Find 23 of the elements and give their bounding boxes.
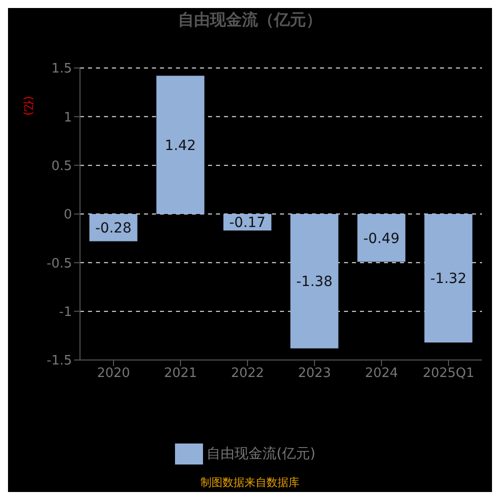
data-label: -0.49 bbox=[363, 230, 400, 247]
y-tick-label: 0.5 bbox=[51, 158, 72, 174]
text: 制图数据来自数据库 bbox=[200, 475, 300, 490]
chart-title: 自由现金流（亿元） bbox=[177, 10, 323, 31]
y-axis-title: (亿) bbox=[21, 96, 36, 116]
data-label: 1.42 bbox=[164, 138, 196, 154]
x-tick-label: 2023 bbox=[298, 366, 332, 382]
y-tick-label: 0 bbox=[64, 208, 72, 223]
x-tick-label: 2020 bbox=[96, 366, 130, 382]
x-tick-label: 2025Q1 bbox=[422, 366, 474, 382]
y-tick-label: 1.5 bbox=[51, 62, 72, 77]
y-tick-label: -1 bbox=[59, 304, 72, 320]
data-label: -0.28 bbox=[95, 220, 132, 237]
x-tick-label: 2021 bbox=[164, 366, 198, 382]
x-tick-label: 2024 bbox=[364, 366, 398, 382]
x-tick-label: 2022 bbox=[230, 366, 264, 382]
y-tick-label: -1.5 bbox=[46, 354, 72, 369]
legend-label: 自由现金流(亿元) bbox=[206, 446, 316, 462]
y-tick-label: -0.5 bbox=[46, 256, 72, 272]
data-label: -1.32 bbox=[430, 271, 466, 288]
data-label: -0.17 bbox=[229, 215, 266, 232]
data-label: -1.38 bbox=[296, 274, 332, 290]
y-tick-label: 1 bbox=[64, 110, 72, 126]
